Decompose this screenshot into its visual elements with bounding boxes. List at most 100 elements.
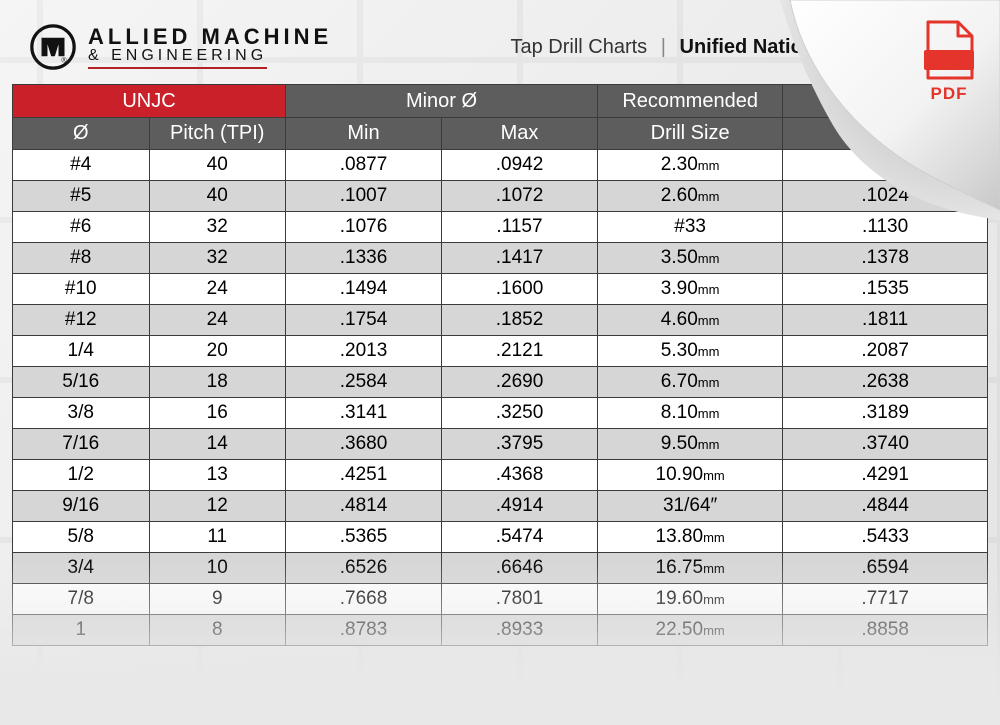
table-cell: 5/16	[13, 367, 150, 398]
table-cell: 1	[13, 615, 150, 646]
page-title: Tap Drill Charts | Unified National	[332, 36, 970, 59]
table-cell: .0877	[286, 150, 442, 181]
table-cell: #33	[598, 212, 783, 243]
table-cell: .2013	[286, 336, 442, 367]
table-group-header: Recommended	[598, 85, 783, 118]
table-cell: 9.50mm	[598, 429, 783, 460]
table-cell: 16.75mm	[598, 553, 783, 584]
table-column-header: Drill Size	[598, 118, 783, 150]
table-cell: 10	[149, 553, 286, 584]
table-sub-header-row: ØPitch (TPI)MinMaxDrill Size	[13, 118, 988, 150]
table-cell: 5/8	[13, 522, 150, 553]
table-cell: 12	[149, 491, 286, 522]
table-cell: .4291	[783, 460, 988, 491]
table-row: 18.8783.893322.50mm.8858	[13, 615, 988, 646]
table-cell: .5433	[783, 522, 988, 553]
table-row: #832.1336.14173.50mm.1378	[13, 243, 988, 274]
table-cell	[783, 150, 988, 181]
table-container: UNJCMinor ØRecommended ØPitch (TPI)MinMa…	[12, 84, 988, 646]
table-cell: 3/4	[13, 553, 150, 584]
table-cell: .8858	[783, 615, 988, 646]
table-cell: 19.60mm	[598, 584, 783, 615]
table-row: 9/1612.4814.491431/64″.4844	[13, 491, 988, 522]
table-cell: .1600	[442, 274, 598, 305]
table-cell: 9/16	[13, 491, 150, 522]
table-cell: 24	[149, 274, 286, 305]
table-row: 1/420.2013.21215.30mm.2087	[13, 336, 988, 367]
table-cell: 40	[149, 181, 286, 212]
table-cell: .4914	[442, 491, 598, 522]
table-cell: .1076	[286, 212, 442, 243]
table-cell: 3.90mm	[598, 274, 783, 305]
table-cell: 6.70mm	[598, 367, 783, 398]
brand-name-bottom: & ENGINEERING	[88, 48, 267, 69]
table-cell: .8783	[286, 615, 442, 646]
table-cell: .3189	[783, 398, 988, 429]
table-cell: .7717	[783, 584, 988, 615]
table-cell: .1072	[442, 181, 598, 212]
table-row: 3/816.3141.32508.10mm.3189	[13, 398, 988, 429]
table-cell: .2121	[442, 336, 598, 367]
table-row: #1224.1754.18524.60mm.1811	[13, 305, 988, 336]
table-group-header: Minor Ø	[286, 85, 598, 118]
header: ® ALLIED MACHINE & ENGINEERING Tap Drill…	[0, 0, 1000, 84]
table-cell: .4368	[442, 460, 598, 491]
table-cell: .2087	[783, 336, 988, 367]
table-cell: .3740	[783, 429, 988, 460]
pdf-file-icon	[922, 20, 976, 82]
table-cell: .7801	[442, 584, 598, 615]
svg-text:®: ®	[61, 56, 67, 65]
table-row: #540.1007.10722.60mm.1024	[13, 181, 988, 212]
table-body: #440.0877.09422.30mm#540.1007.10722.60mm…	[13, 150, 988, 646]
table-cell: 3/8	[13, 398, 150, 429]
table-cell: .6646	[442, 553, 598, 584]
table-cell: .2584	[286, 367, 442, 398]
table-cell: .2690	[442, 367, 598, 398]
table-cell: .3250	[442, 398, 598, 429]
table-cell: .1535	[783, 274, 988, 305]
table-cell: 11	[149, 522, 286, 553]
table-cell: .3680	[286, 429, 442, 460]
table-column-header: Ø	[13, 118, 150, 150]
title-separator: |	[661, 36, 666, 58]
table-cell: .5365	[286, 522, 442, 553]
table-cell: 7/16	[13, 429, 150, 460]
table-cell: .1754	[286, 305, 442, 336]
table-cell: .1494	[286, 274, 442, 305]
table-cell: .2638	[783, 367, 988, 398]
table-column-header: Min	[286, 118, 442, 150]
table-cell: .6526	[286, 553, 442, 584]
table-cell: .0942	[442, 150, 598, 181]
table-cell: 13.80mm	[598, 522, 783, 553]
table-cell: .4844	[783, 491, 988, 522]
table-cell: .6594	[783, 553, 988, 584]
table-cell: 22.50mm	[598, 615, 783, 646]
table-cell: 4.60mm	[598, 305, 783, 336]
table-row: 3/410.6526.664616.75mm.6594	[13, 553, 988, 584]
table-cell: 3.50mm	[598, 243, 783, 274]
table-cell: 10.90mm	[598, 460, 783, 491]
table-column-header	[783, 118, 988, 150]
table-cell: 31/64″	[598, 491, 783, 522]
table-cell: 2.60mm	[598, 181, 783, 212]
table-row: 7/89.7668.780119.60mm.7717	[13, 584, 988, 615]
table-cell: #12	[13, 305, 150, 336]
table-cell: #4	[13, 150, 150, 181]
pdf-label: PDF	[931, 84, 968, 104]
table-row: #440.0877.09422.30mm	[13, 150, 988, 181]
table-cell: .1007	[286, 181, 442, 212]
pdf-badge[interactable]: PDF	[922, 20, 976, 104]
table-cell: 24	[149, 305, 286, 336]
table-row: 1/213.4251.436810.90mm.4291	[13, 460, 988, 491]
page: ® ALLIED MACHINE & ENGINEERING Tap Drill…	[0, 0, 1000, 725]
table-cell: .1378	[783, 243, 988, 274]
table-cell: 9	[149, 584, 286, 615]
table-group-header-row: UNJCMinor ØRecommended	[13, 85, 988, 118]
table-row: 5/811.5365.547413.80mm.5433	[13, 522, 988, 553]
title-left: Tap Drill Charts	[510, 36, 647, 58]
table-cell: 20	[149, 336, 286, 367]
table-cell: .3795	[442, 429, 598, 460]
table-cell: #8	[13, 243, 150, 274]
brand-logo: ® ALLIED MACHINE & ENGINEERING	[30, 24, 332, 70]
table-cell: .1852	[442, 305, 598, 336]
